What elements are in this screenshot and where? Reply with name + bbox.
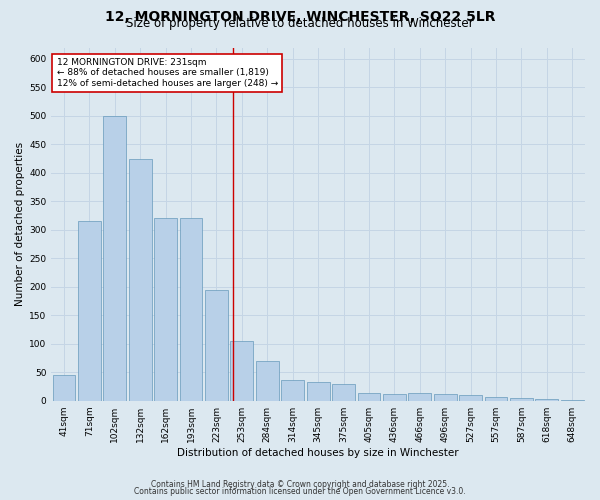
Bar: [383, 394, 406, 400]
Bar: [332, 384, 355, 400]
Bar: [53, 375, 76, 400]
Bar: [358, 394, 380, 400]
X-axis label: Distribution of detached houses by size in Winchester: Distribution of detached houses by size …: [178, 448, 459, 458]
Bar: [434, 394, 457, 400]
Bar: [485, 398, 508, 400]
Bar: [179, 218, 202, 400]
Bar: [205, 290, 228, 401]
Bar: [307, 382, 329, 400]
Bar: [510, 398, 533, 400]
Bar: [281, 380, 304, 400]
Text: 12 MORNINGTON DRIVE: 231sqm
← 88% of detached houses are smaller (1,819)
12% of : 12 MORNINGTON DRIVE: 231sqm ← 88% of det…: [56, 58, 278, 88]
Text: Contains HM Land Registry data © Crown copyright and database right 2025.: Contains HM Land Registry data © Crown c…: [151, 480, 449, 489]
Text: Contains public sector information licensed under the Open Government Licence v3: Contains public sector information licen…: [134, 487, 466, 496]
Bar: [535, 399, 559, 400]
Bar: [78, 222, 101, 400]
Text: Size of property relative to detached houses in Winchester: Size of property relative to detached ho…: [126, 18, 474, 30]
Bar: [129, 158, 152, 400]
Bar: [409, 394, 431, 400]
Bar: [230, 341, 253, 400]
Bar: [103, 116, 126, 401]
Bar: [154, 218, 177, 400]
Y-axis label: Number of detached properties: Number of detached properties: [15, 142, 25, 306]
Bar: [459, 395, 482, 400]
Text: 12, MORNINGTON DRIVE, WINCHESTER, SO22 5LR: 12, MORNINGTON DRIVE, WINCHESTER, SO22 5…: [105, 10, 495, 24]
Bar: [256, 361, 279, 401]
